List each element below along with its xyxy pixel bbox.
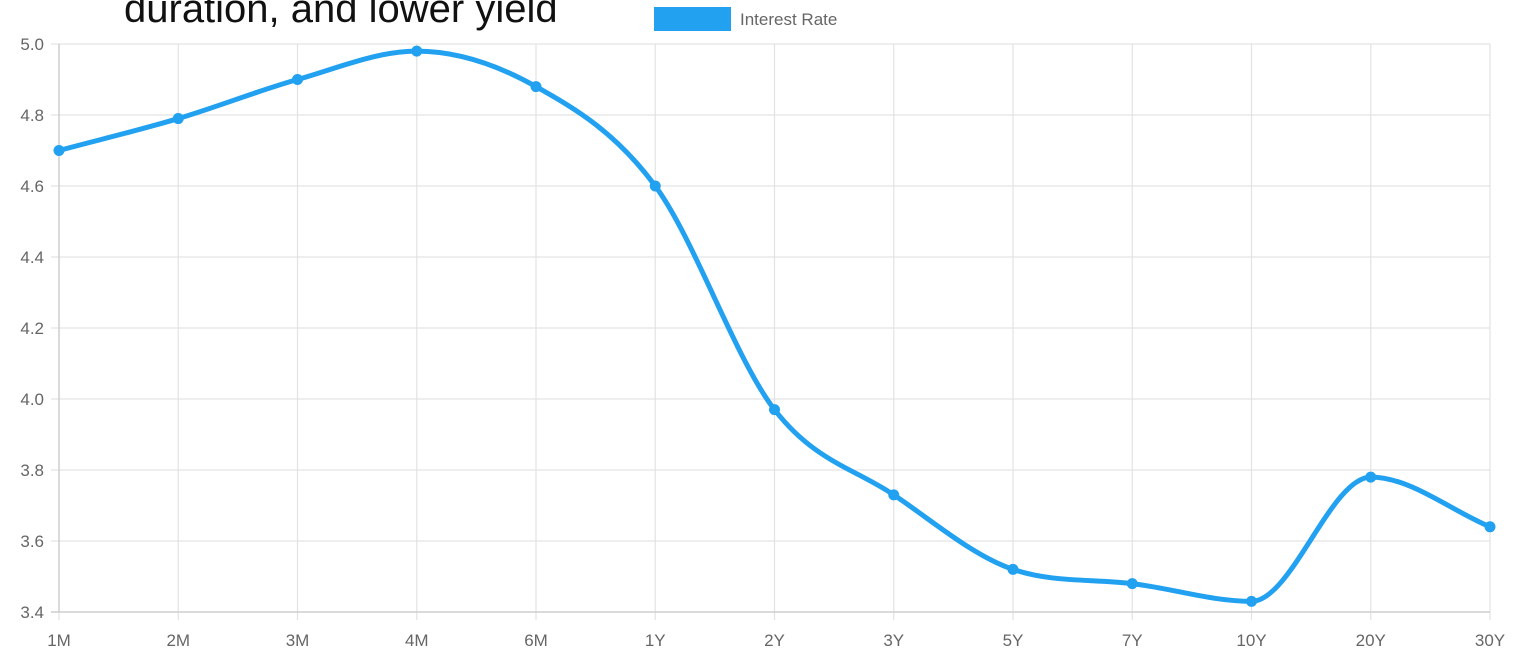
data-point[interactable] xyxy=(1246,595,1257,607)
data-point[interactable] xyxy=(411,45,423,57)
data-point[interactable] xyxy=(292,74,303,85)
x-tick-label: 1M xyxy=(47,631,71,650)
data-point[interactable] xyxy=(1126,578,1138,590)
legend-swatch-interest-rate[interactable] xyxy=(654,7,731,31)
gridlines xyxy=(51,43,1491,620)
partial-heading-text: duration, and lower yield xyxy=(124,0,558,31)
x-tick-label: 3Y xyxy=(883,631,904,650)
x-tick-label: 6M xyxy=(524,631,548,650)
legend[interactable]: Interest Rate xyxy=(654,7,837,31)
y-tick-label: 3.8 xyxy=(20,461,44,480)
data-point[interactable] xyxy=(1484,521,1496,533)
data-point[interactable] xyxy=(769,404,780,416)
x-tick-label: 2M xyxy=(166,631,190,650)
y-tick-label: 4.2 xyxy=(20,319,44,338)
y-tick-label: 4.6 xyxy=(20,177,44,196)
series-interest-rate xyxy=(53,45,1496,607)
x-tick-label: 10Y xyxy=(1236,631,1266,650)
y-tick-label: 5.0 xyxy=(20,35,44,54)
data-point[interactable] xyxy=(1007,563,1019,575)
y-tick-label: 3.4 xyxy=(20,603,44,622)
y-tick-label: 4.0 xyxy=(20,390,44,409)
data-point[interactable] xyxy=(1365,471,1377,483)
x-tick-label: 7Y xyxy=(1122,631,1143,650)
x-tick-label: 20Y xyxy=(1356,631,1386,650)
data-point[interactable] xyxy=(530,81,542,93)
y-tick-label: 4.4 xyxy=(20,248,44,267)
y-tick-label: 4.8 xyxy=(20,106,44,125)
x-tick-label: 1Y xyxy=(645,631,666,650)
x-axis-ticks: 1M 2M 3M 4M 6M 1Y 2Y 3Y 5Y 7Y 10Y 20Y 30Y xyxy=(47,631,1505,650)
legend-label-interest-rate[interactable]: Interest Rate xyxy=(740,10,837,29)
x-tick-label: 4M xyxy=(405,631,429,650)
x-tick-label: 3M xyxy=(286,631,310,650)
y-axis-ticks: 3.4 3.6 3.8 4.0 4.2 4.4 4.6 4.8 5.0 xyxy=(20,35,44,622)
data-point[interactable] xyxy=(172,113,184,125)
x-tick-label: 2Y xyxy=(764,631,785,650)
data-point[interactable] xyxy=(888,489,900,501)
x-tick-label: 30Y xyxy=(1475,631,1505,650)
data-point[interactable] xyxy=(649,180,661,192)
data-point[interactable] xyxy=(53,145,65,156)
x-tick-label: 5Y xyxy=(1003,631,1024,650)
y-tick-label: 3.6 xyxy=(20,532,44,551)
